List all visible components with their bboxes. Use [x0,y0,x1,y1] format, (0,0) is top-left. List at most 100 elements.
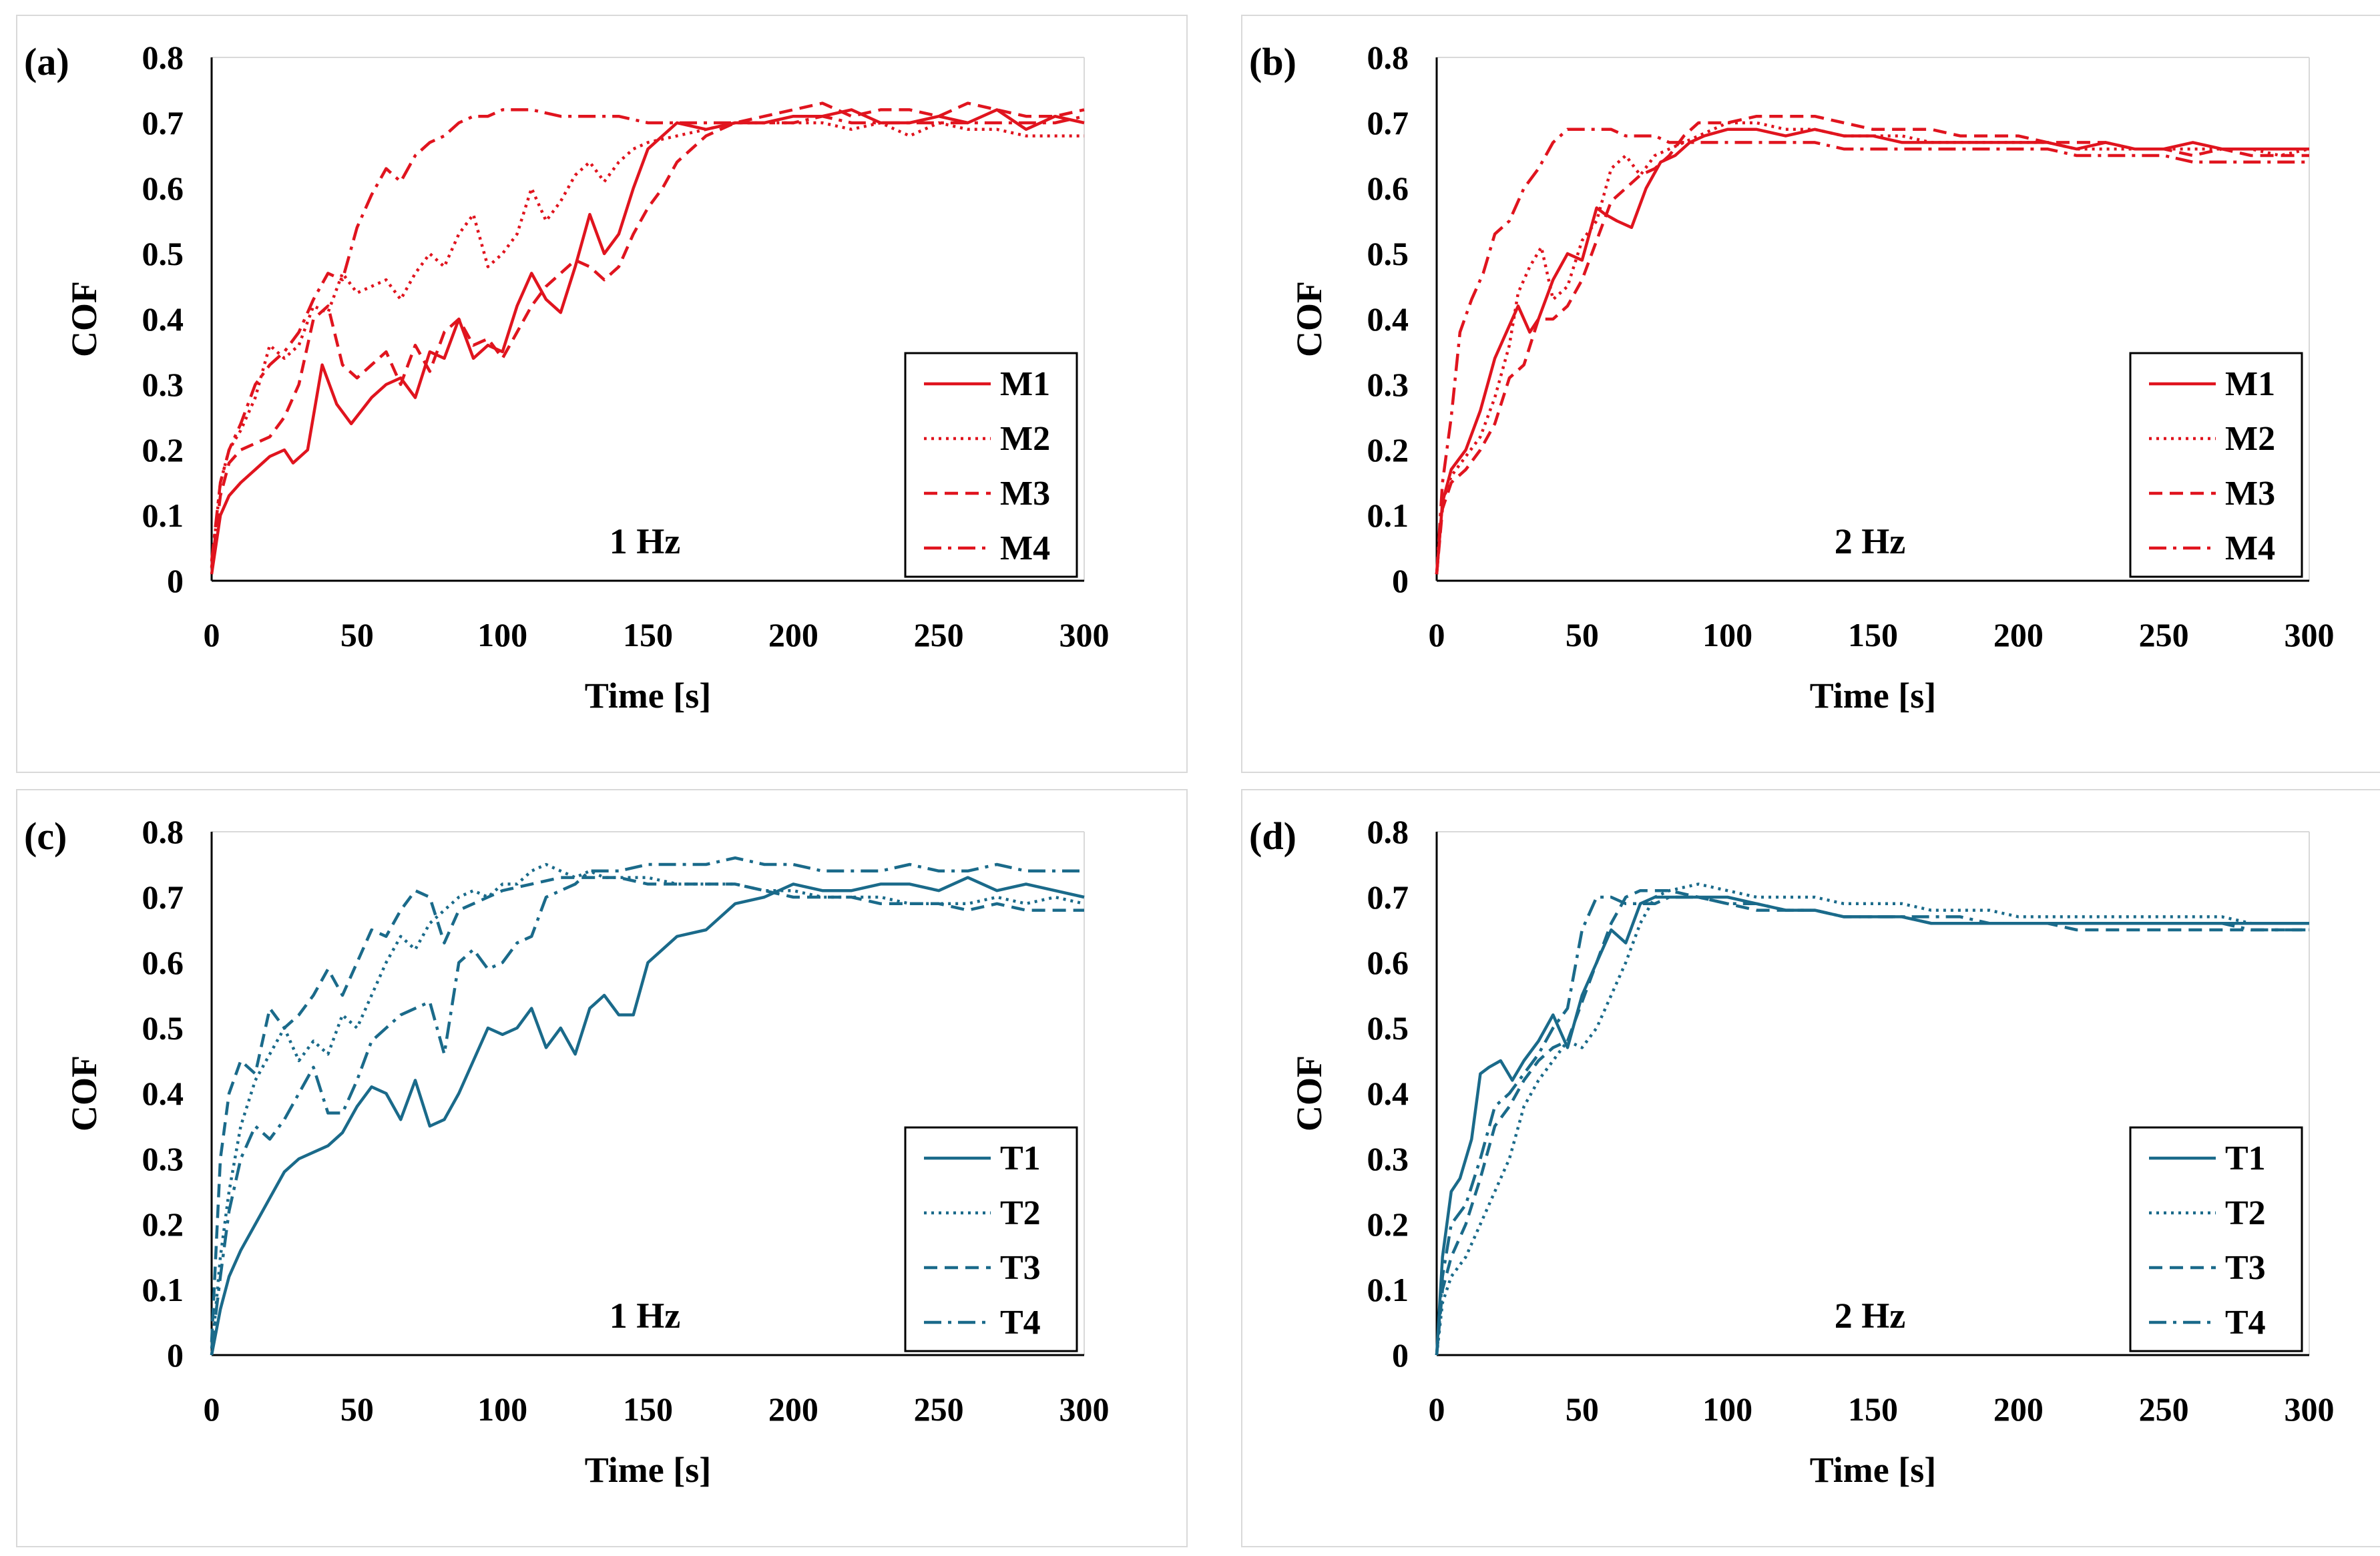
y-tick-label: 0.2 [142,431,184,469]
x-tick-label: 300 [2285,616,2335,654]
panel-label: (b) [1249,40,1296,83]
legend-label-t4: T4 [1000,1304,1041,1342]
x-tick-label: 50 [1566,616,1599,654]
y-tick-label: 0.7 [1367,104,1409,142]
legend-box [2129,1126,2303,1352]
chart-svg-c: 0 0.1 0.2 0.3 0.4 0.5 0.6 0.7 0.8 0 50 100 150 200 250… [24,813,1110,1490]
legend-label-m4: M4 [2225,529,2275,567]
x-tick-label: 250 [914,616,964,654]
y-axis-title: COF [1289,1055,1329,1131]
x-tick-label: 200 [768,1390,818,1428]
legend-label-m2: M2 [1000,420,1050,458]
legend-label-m1: M1 [1000,365,1050,403]
y-axis-title: COF [64,1055,104,1131]
series-line-t1 [1435,895,2309,1356]
x-tick-label: 250 [914,1390,964,1428]
x-axis-title: Time [s] [585,676,711,716]
x-tick-label: 100 [477,1390,527,1428]
series-line-t4 [210,856,1084,1349]
legend-box [904,352,1078,578]
panel-label: (a) [24,40,69,83]
chart-panel-c: 0 0.1 0.2 0.3 0.4 0.5 0.6 0.7 0.8 0 50 100 150 200 250… [16,789,1188,1547]
y-tick-label: 0.6 [142,944,184,981]
chart-svg-a: 0 0.1 0.2 0.3 0.4 0.5 0.6 0.7 0.8 0 50 100 150 200 250… [24,39,1110,716]
y-tick-label: 0.6 [1367,170,1409,207]
y-tick-label: 0.8 [1367,39,1409,76]
y-tick-label: 0.3 [1367,1140,1409,1178]
y-tick-label: 0.4 [142,300,184,338]
x-tick-label: 200 [1993,1390,2044,1428]
legend-label-t2: T2 [2225,1194,2266,1232]
y-tick-label: 0.8 [1367,813,1409,850]
x-tick-label: 100 [477,616,527,654]
legend-box [2129,352,2303,578]
y-tick-label: 0 [167,562,184,599]
legend-label-m4: M4 [1000,529,1050,567]
y-tick-label: 0.1 [142,1271,184,1308]
chart-panel-a: 0 0.1 0.2 0.3 0.4 0.5 0.6 0.7 0.8 0 50 100 150 200 250… [16,15,1188,773]
legend-label-t2: T2 [1000,1194,1041,1232]
x-tick-label: 150 [623,1390,673,1428]
x-tick-label: 0 [1429,1390,1445,1428]
legend-box [904,1126,1078,1352]
frequency-label: 2 Hz [1835,1296,1905,1336]
legend-label-t1: T1 [2225,1139,2266,1178]
y-tick-label: 0.1 [1367,1271,1409,1308]
x-tick-label: 200 [768,616,818,654]
legend-label-m1: M1 [2225,365,2275,403]
series-line-t1 [210,876,1085,1356]
x-axis-title: Time [s] [1810,1450,1936,1490]
legend-label-t1: T1 [1000,1139,1041,1178]
legend-label-t4: T4 [2225,1304,2266,1342]
series-line-m3 [210,101,1085,568]
chart-svg-d: 0 0.1 0.2 0.3 0.4 0.5 0.6 0.7 0.8 0 50 100 150 200 250… [1249,813,2335,1490]
legend-label-m2: M2 [2225,420,2275,458]
x-tick-label: 300 [2285,1390,2335,1428]
y-tick-label: 0 [1392,562,1409,599]
x-tick-label: 200 [1993,616,2044,654]
y-tick-label: 0.6 [1367,944,1409,981]
y-tick-label: 0.5 [1367,235,1409,272]
y-tick-label: 0.2 [1367,1206,1409,1243]
y-tick-label: 0.6 [142,170,184,207]
series-line-m3 [1435,114,2309,575]
frequency-label: 1 Hz [610,1296,680,1336]
panel-label: (c) [24,814,67,858]
y-tick-label: 0 [1392,1336,1409,1374]
y-tick-label: 0.4 [1367,1075,1409,1112]
y-tick-label: 0.5 [142,235,184,272]
legend-label-t3: T3 [1000,1249,1041,1287]
x-tick-label: 50 [340,1390,374,1428]
x-tick-label: 100 [1702,1390,1752,1428]
y-tick-label: 0 [167,1336,184,1374]
legend-label-t3: T3 [2225,1249,2266,1287]
x-tick-label: 300 [1059,1390,1110,1428]
x-tick-label: 0 [204,616,220,654]
x-axis-title: Time [s] [585,1450,711,1490]
x-tick-label: 300 [1059,616,1110,654]
y-tick-label: 0.4 [1367,300,1409,338]
x-tick-label: 100 [1702,616,1752,654]
frequency-label: 1 Hz [610,521,680,561]
y-tick-label: 0.1 [142,497,184,534]
y-tick-label: 0.7 [142,104,184,142]
x-tick-label: 150 [1848,1390,1898,1428]
x-tick-label: 250 [2139,1390,2189,1428]
y-axis-title: COF [64,281,104,357]
panel-label: (d) [1249,814,1296,858]
x-tick-label: 150 [623,616,673,654]
series-line-m1 [210,108,1085,575]
chart-svg-b: 0 0.1 0.2 0.3 0.4 0.5 0.6 0.7 0.8 0 50 100 150 200 250… [1249,39,2335,716]
y-tick-label: 0.7 [142,878,184,916]
series-line-m4 [1435,127,2309,575]
y-tick-label: 0.3 [142,366,184,403]
x-tick-label: 250 [2139,616,2189,654]
x-tick-label: 0 [1429,616,1445,654]
x-tick-label: 150 [1848,616,1898,654]
chart-panel-d: 0 0.1 0.2 0.3 0.4 0.5 0.6 0.7 0.8 0 50 100 150 200 250… [1241,789,2380,1547]
x-tick-label: 0 [204,1390,220,1428]
x-tick-label: 50 [1566,1390,1599,1428]
x-tick-label: 50 [340,616,374,654]
y-tick-label: 0.4 [142,1075,184,1112]
series-line-t2 [1435,882,2309,1356]
